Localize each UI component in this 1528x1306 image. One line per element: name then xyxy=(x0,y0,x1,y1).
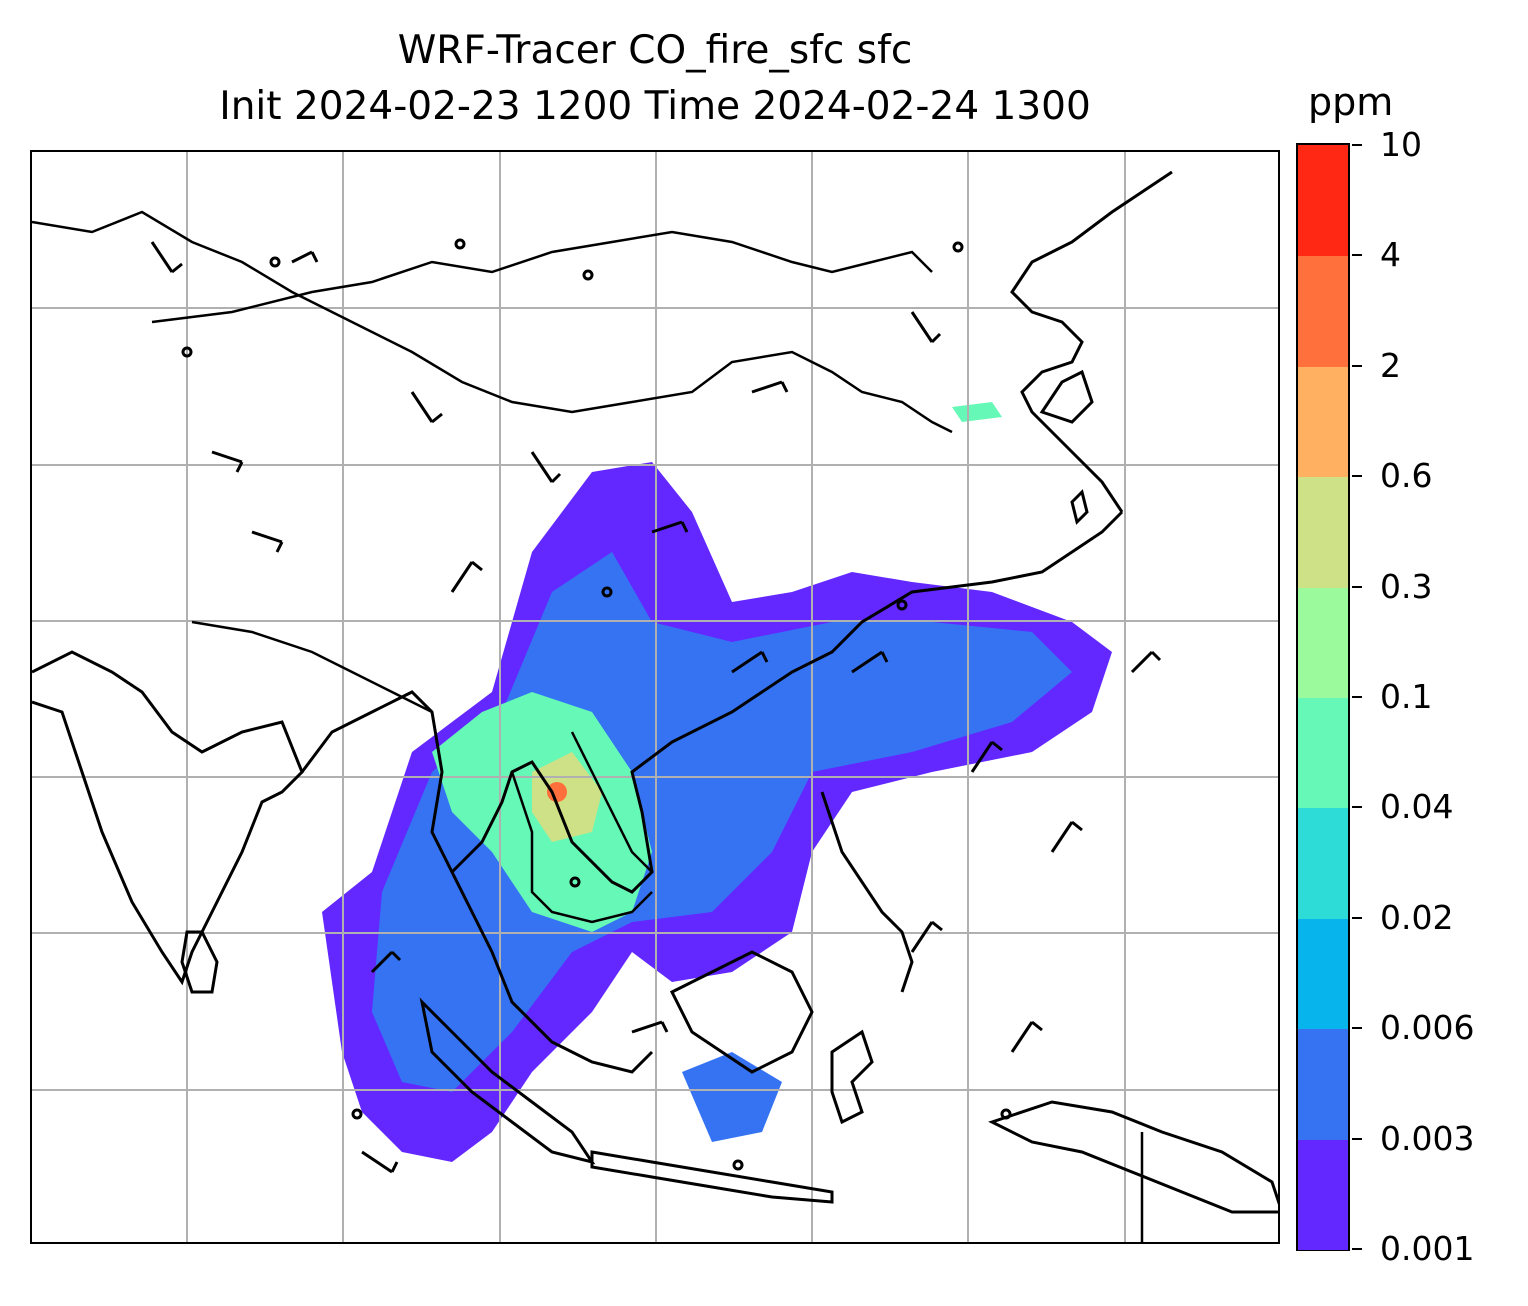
coastline-japan-korea xyxy=(1039,369,1094,424)
colorbar-tick xyxy=(1352,696,1362,698)
calm-wind-circle xyxy=(601,586,613,598)
colorbar-segment xyxy=(1298,365,1348,478)
colorbar-tick-label: 0.02 xyxy=(1380,897,1454,937)
border-laos-vietnam xyxy=(570,731,653,873)
wind-barb xyxy=(651,520,689,534)
colorbar-tick-label: 4 xyxy=(1380,235,1401,275)
calm-wind-circle xyxy=(569,876,581,888)
tracer-fill xyxy=(322,402,1112,1162)
colorbar-tick xyxy=(1352,1137,1362,1140)
coastline-java xyxy=(590,1150,834,1204)
map-canvas xyxy=(32,152,1278,1242)
colorbar-tick xyxy=(1352,806,1362,809)
colorbar-tick xyxy=(1352,1027,1362,1030)
border-myanmar-thailand xyxy=(510,771,653,924)
border-himalaya xyxy=(191,620,433,714)
calm-wind-circle xyxy=(582,269,594,281)
wind-barb xyxy=(211,450,244,473)
coastline-indochina xyxy=(450,510,1124,894)
coastline-sulawesi xyxy=(830,1029,874,1125)
wind-barb xyxy=(251,530,284,553)
calm-wind-circle xyxy=(1000,1108,1012,1120)
colorbar-tick-label: 0.04 xyxy=(1380,787,1454,827)
wind-barbs xyxy=(150,241,1162,1174)
colorbar-tick-label: 2 xyxy=(1380,345,1401,385)
wind-barb xyxy=(361,1150,399,1174)
wind-barb xyxy=(150,241,183,274)
map-panel xyxy=(30,150,1280,1244)
colorbar-tick xyxy=(1352,585,1362,588)
wind-barb xyxy=(1050,820,1083,853)
tracer-plume-inner xyxy=(372,552,1072,1092)
map-title-line2: Init 2024-02-23 1200 Time 2024-02-24 130… xyxy=(219,84,1091,129)
calm-wind-circle xyxy=(181,346,193,358)
colorbar-segment xyxy=(1298,255,1348,367)
coastlines xyxy=(32,170,1278,1214)
wind-barb xyxy=(370,950,402,974)
calm-wind-circle xyxy=(732,1159,744,1171)
colorbar-segment xyxy=(1298,145,1348,257)
wind-barb xyxy=(631,1020,669,1034)
colorbar-tick xyxy=(1352,475,1362,478)
wind-barb xyxy=(910,920,943,953)
wind-barb xyxy=(731,650,769,674)
colorbar-tick xyxy=(1352,364,1362,367)
wind-barb xyxy=(910,311,942,344)
calm-wind-circle xyxy=(952,241,964,253)
coastline-borneo xyxy=(669,950,814,1074)
colorbar-segment xyxy=(1298,917,1348,1030)
tracer-hotspot xyxy=(547,782,567,802)
colorbar-tick-label: 0.001 xyxy=(1380,1229,1475,1268)
calm-wind-circle xyxy=(896,599,908,611)
colorbar-segment xyxy=(1298,1138,1348,1250)
tracer-plume-northeast xyxy=(952,402,1002,422)
wind-barb xyxy=(410,391,443,424)
wind-barb xyxy=(970,740,1003,773)
colorbar-tick-label: 0.003 xyxy=(1380,1118,1475,1158)
wind-barb xyxy=(530,451,562,484)
coastline-india xyxy=(32,650,304,986)
coastline-philippines xyxy=(820,791,914,993)
border-north xyxy=(32,210,953,434)
colorbar-tick-label: 0.6 xyxy=(1380,456,1433,496)
coastline-china-east xyxy=(1010,170,1173,513)
colorbar-tick-label: 0.1 xyxy=(1380,677,1433,716)
colorbar-tick xyxy=(1352,254,1362,257)
colorbar-tick xyxy=(1352,144,1362,146)
wind-barb xyxy=(1010,1020,1043,1053)
tracer-plume-south xyxy=(682,1052,782,1142)
calm-wind-circle xyxy=(269,256,281,268)
coastline-new-guinea xyxy=(988,1100,1278,1214)
calm-wind-circle xyxy=(351,1108,363,1120)
tracer-plume-peak xyxy=(532,752,602,842)
colorbar-tick-label: 0.3 xyxy=(1380,566,1433,606)
coastline-taiwan xyxy=(1070,489,1089,525)
wind-barb xyxy=(751,380,789,394)
wind-barb xyxy=(1130,650,1162,674)
colorbar-tick-label: 10 xyxy=(1380,125,1422,164)
colorbar-segment xyxy=(1298,586,1348,698)
wind-barb xyxy=(851,650,889,674)
colorbar-segment xyxy=(1298,807,1348,919)
border-mongolia xyxy=(151,230,933,324)
coastline-srilanka xyxy=(180,930,219,994)
colorbar-segment xyxy=(1298,697,1348,809)
colorbar-tick xyxy=(1352,916,1362,919)
country-borders xyxy=(32,210,1144,1242)
colorbar xyxy=(1296,143,1350,1251)
wind-barb xyxy=(291,250,319,264)
calm-wind-circle xyxy=(454,238,466,250)
colorbar-segment xyxy=(1298,476,1348,588)
calm-wind-circles xyxy=(181,238,1012,1171)
colorbar-tick-label: 0.006 xyxy=(1380,1008,1475,1048)
map-title-line1: WRF-Tracer CO_fire_sfc sfc xyxy=(397,28,913,73)
colorbar-unit-label: ppm xyxy=(1308,80,1394,124)
colorbar-tick xyxy=(1352,1248,1362,1250)
colorbar-segment xyxy=(1298,1028,1348,1140)
map-gridlines xyxy=(32,152,1278,1242)
wind-barb xyxy=(450,560,483,593)
